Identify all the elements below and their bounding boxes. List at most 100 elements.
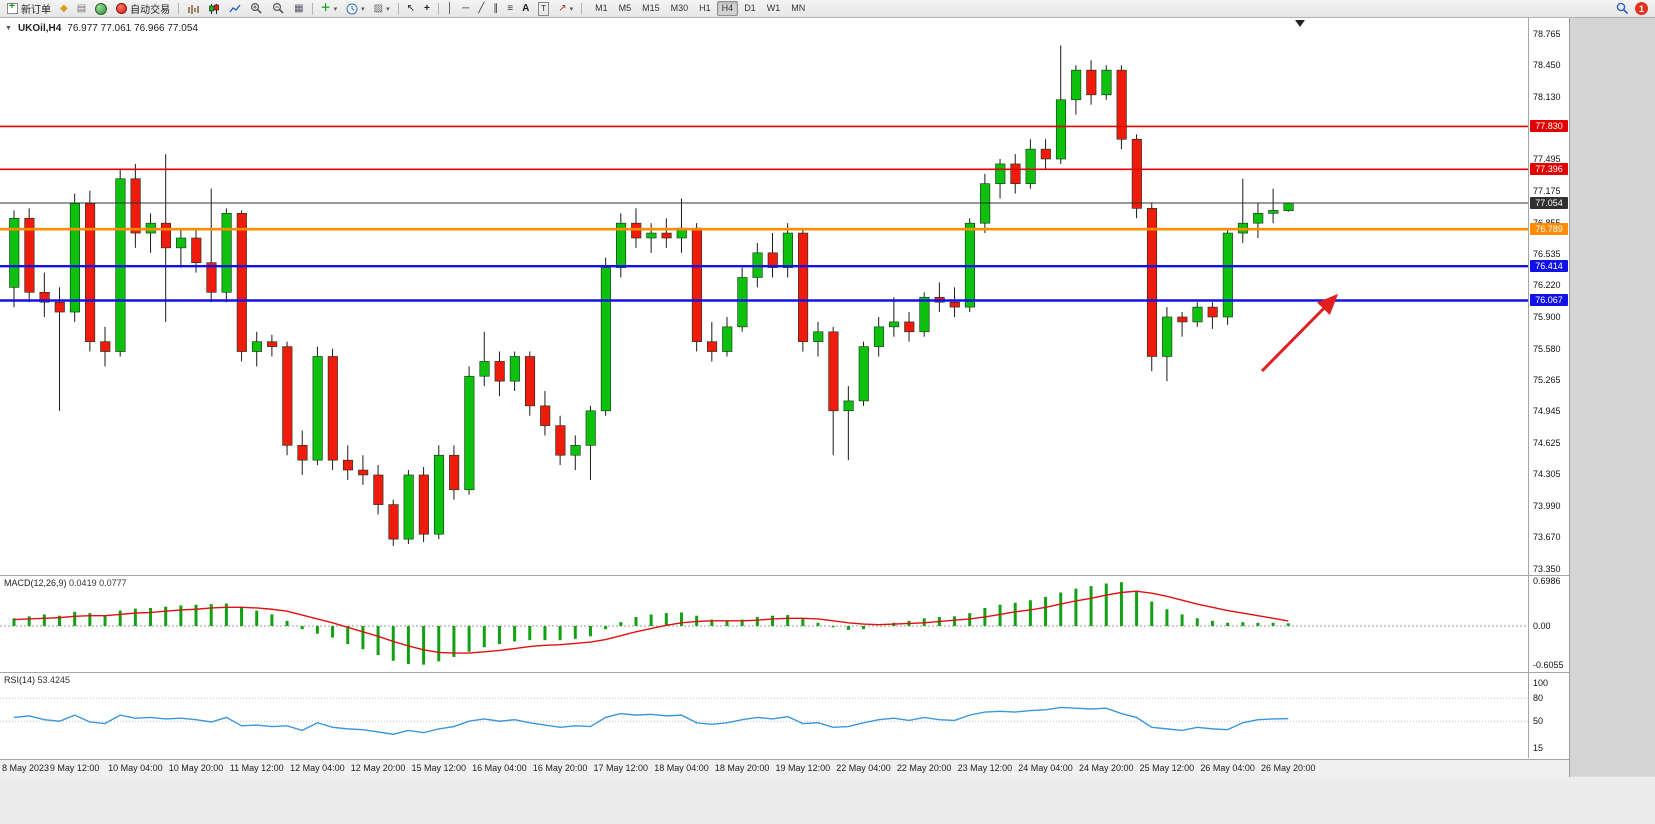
toolbar-separator bbox=[581, 2, 583, 15]
cursor-tool-button[interactable]: ↖ bbox=[403, 0, 419, 17]
timeframe-button-h1[interactable]: H1 bbox=[699, 3, 711, 13]
bar-chart-button[interactable] bbox=[183, 0, 203, 17]
time-axis-label: 12 May 20:00 bbox=[350, 763, 406, 773]
timeframe-button-m1[interactable]: M1 bbox=[595, 3, 608, 13]
axis-tick-label: 100 bbox=[1533, 678, 1549, 688]
timeframe-button-m30[interactable]: M30 bbox=[670, 3, 689, 13]
time-axis-label: 18 May 04:00 bbox=[654, 763, 709, 773]
arrows-tool[interactable]: ↗ ▾ bbox=[554, 0, 577, 17]
timeframe-button-w1[interactable]: W1 bbox=[766, 3, 781, 13]
time-axis-label: 24 May 20:00 bbox=[1078, 763, 1134, 773]
main-toolbar: 新订单 ◆ ▤ 自动交易 ▦ ＋▾ ▾ ▨▾ ↖ + │ ─ ╱ ∥ ≡ A T… bbox=[0, 0, 1655, 18]
toolbar-separator bbox=[311, 2, 313, 15]
candlestick-chart-button[interactable] bbox=[204, 0, 224, 17]
rsi-line bbox=[13, 706, 1289, 735]
macd-histogram bbox=[12, 582, 1290, 665]
macd-panel[interactable] bbox=[0, 576, 1528, 672]
periods-button[interactable]: ▾ bbox=[342, 0, 369, 17]
zoom-in-button[interactable] bbox=[246, 0, 267, 17]
axis-tick-label: 0.6986 bbox=[1533, 576, 1561, 586]
macd-indicator-label: MACD(12,26,9) 0.0419 0.0777 bbox=[4, 578, 127, 588]
time-axis-label: 12 May 04:00 bbox=[290, 763, 345, 773]
axis-tick-label: 77.175 bbox=[1533, 186, 1561, 197]
horizontal-line-tool[interactable]: ─ bbox=[458, 0, 473, 17]
time-axis-label: 18 May 20:00 bbox=[714, 763, 770, 773]
toolbar-right-group: 1 bbox=[1616, 2, 1652, 15]
time-axis-label: 9 May 12:00 bbox=[49, 763, 100, 773]
chart-window: ▼ UKOil,H4 76.977 77.061 76.966 77.054 7… bbox=[0, 18, 1570, 777]
timeframe-toolbar: M1 M5 M15 M30 H1 H4 D1 W1 MN bbox=[590, 1, 810, 16]
price-badge: 76.789 bbox=[1530, 223, 1568, 236]
time-axis-label: 10 May 04:00 bbox=[108, 763, 163, 773]
text-tool[interactable]: A bbox=[518, 0, 533, 17]
auto-trading-status-icon bbox=[116, 3, 128, 14]
toolbar-separator bbox=[178, 2, 180, 15]
panel-divider[interactable] bbox=[0, 575, 1569, 576]
zoom-out-button[interactable] bbox=[268, 0, 289, 17]
timeframe-button-d1[interactable]: D1 bbox=[744, 3, 756, 13]
axis-tick-label: 76.535 bbox=[1533, 249, 1561, 260]
indicators-button[interactable]: ＋ ▾ bbox=[317, 0, 342, 17]
time-axis-label: 11 May 12:00 bbox=[229, 763, 284, 773]
clock-icon bbox=[346, 3, 358, 14]
toolbar-separator bbox=[397, 2, 399, 15]
timeframe-button-m15[interactable]: M15 bbox=[642, 3, 660, 13]
candlestick-chart-icon bbox=[209, 3, 220, 14]
axis-tick-label: 78.130 bbox=[1533, 91, 1561, 102]
vertical-line-icon: │ bbox=[446, 2, 454, 14]
timeframe-button-m5[interactable]: M5 bbox=[618, 3, 632, 13]
new-order-icon bbox=[7, 1, 18, 14]
tile-windows-button[interactable]: ▦ bbox=[290, 0, 307, 17]
symbol-period-label: UKOil,H4 bbox=[17, 23, 62, 34]
crosshair-tool-button[interactable]: + bbox=[420, 0, 434, 17]
new-order-button[interactable]: 新订单 bbox=[3, 0, 55, 17]
auto-trading-button[interactable]: 自动交易 bbox=[112, 0, 174, 17]
window-bottom-area bbox=[0, 777, 1655, 824]
axis-tick-label: 74.625 bbox=[1533, 437, 1561, 448]
macd-signal-line bbox=[13, 590, 1289, 654]
axis-tick-label: 77.495 bbox=[1533, 154, 1561, 165]
time-axis[interactable]: 8 May 2023 9 May 12:00 10 May 04:00 10 May … bbox=[0, 759, 1569, 777]
one-click-trading-toggle[interactable]: ▼ bbox=[5, 25, 12, 32]
fibonacci-tool[interactable]: ≡ bbox=[503, 0, 517, 17]
chevron-down-icon: ▾ bbox=[361, 5, 365, 13]
timeframe-button-mn[interactable]: MN bbox=[791, 3, 806, 13]
axis-tick-label: 75.900 bbox=[1533, 311, 1561, 322]
chart-shift-marker[interactable] bbox=[1295, 20, 1305, 27]
community-button[interactable] bbox=[91, 0, 111, 17]
panel-divider[interactable] bbox=[0, 672, 1569, 673]
timeframe-button-h4[interactable]: H4 bbox=[716, 1, 739, 16]
notification-badge[interactable]: 1 bbox=[1635, 2, 1648, 15]
arrow-shape-icon: ↗ bbox=[558, 2, 567, 14]
price-axis[interactable]: 78.765 78.450 78.130 77.495 77.175 76.855 76.5… bbox=[1528, 18, 1569, 575]
axis-tick-label: 76.220 bbox=[1533, 280, 1561, 291]
trendline-icon: ╱ bbox=[478, 2, 485, 14]
rsi-axis: 100 80 50 15 bbox=[1528, 673, 1569, 758]
print-button[interactable]: ▤ bbox=[73, 0, 90, 17]
line-chart-icon bbox=[229, 4, 241, 12]
horizontal-lines-layer[interactable] bbox=[0, 125, 1528, 302]
search-icon[interactable] bbox=[1616, 2, 1629, 15]
axis-tick-label: 15 bbox=[1533, 743, 1544, 753]
templates-button[interactable]: ▨ ▾ bbox=[370, 0, 394, 17]
trend-arrow-annotation[interactable] bbox=[1260, 293, 1339, 373]
diamond-icon: ◆ bbox=[60, 2, 68, 14]
time-axis-label: 23 May 12:00 bbox=[957, 763, 1013, 773]
text-label-tool[interactable]: T bbox=[534, 0, 553, 17]
candles-layer bbox=[9, 45, 1294, 547]
time-axis-label: 22 May 20:00 bbox=[896, 763, 952, 773]
rsi-panel[interactable] bbox=[0, 673, 1528, 758]
price-chart[interactable] bbox=[0, 18, 1528, 575]
macd-values: 0.0419 0.0777 bbox=[69, 578, 127, 588]
trendline-tool[interactable]: ╱ bbox=[474, 0, 488, 17]
chart-title: ▼ UKOil,H4 76.977 77.061 76.966 77.054 bbox=[5, 23, 198, 34]
axis-tick-label: 73.350 bbox=[1533, 563, 1561, 574]
price-badge: 76.414 bbox=[1530, 260, 1568, 273]
macd-axis: 0.6986 0.00 -0.6055 bbox=[1528, 576, 1569, 672]
channel-tool[interactable]: ∥ bbox=[489, 0, 502, 17]
metaeditor-button[interactable]: ◆ bbox=[56, 0, 72, 17]
vertical-line-tool[interactable]: │ bbox=[443, 0, 457, 17]
line-chart-button[interactable] bbox=[225, 0, 245, 17]
zoom-in-icon bbox=[251, 2, 262, 14]
